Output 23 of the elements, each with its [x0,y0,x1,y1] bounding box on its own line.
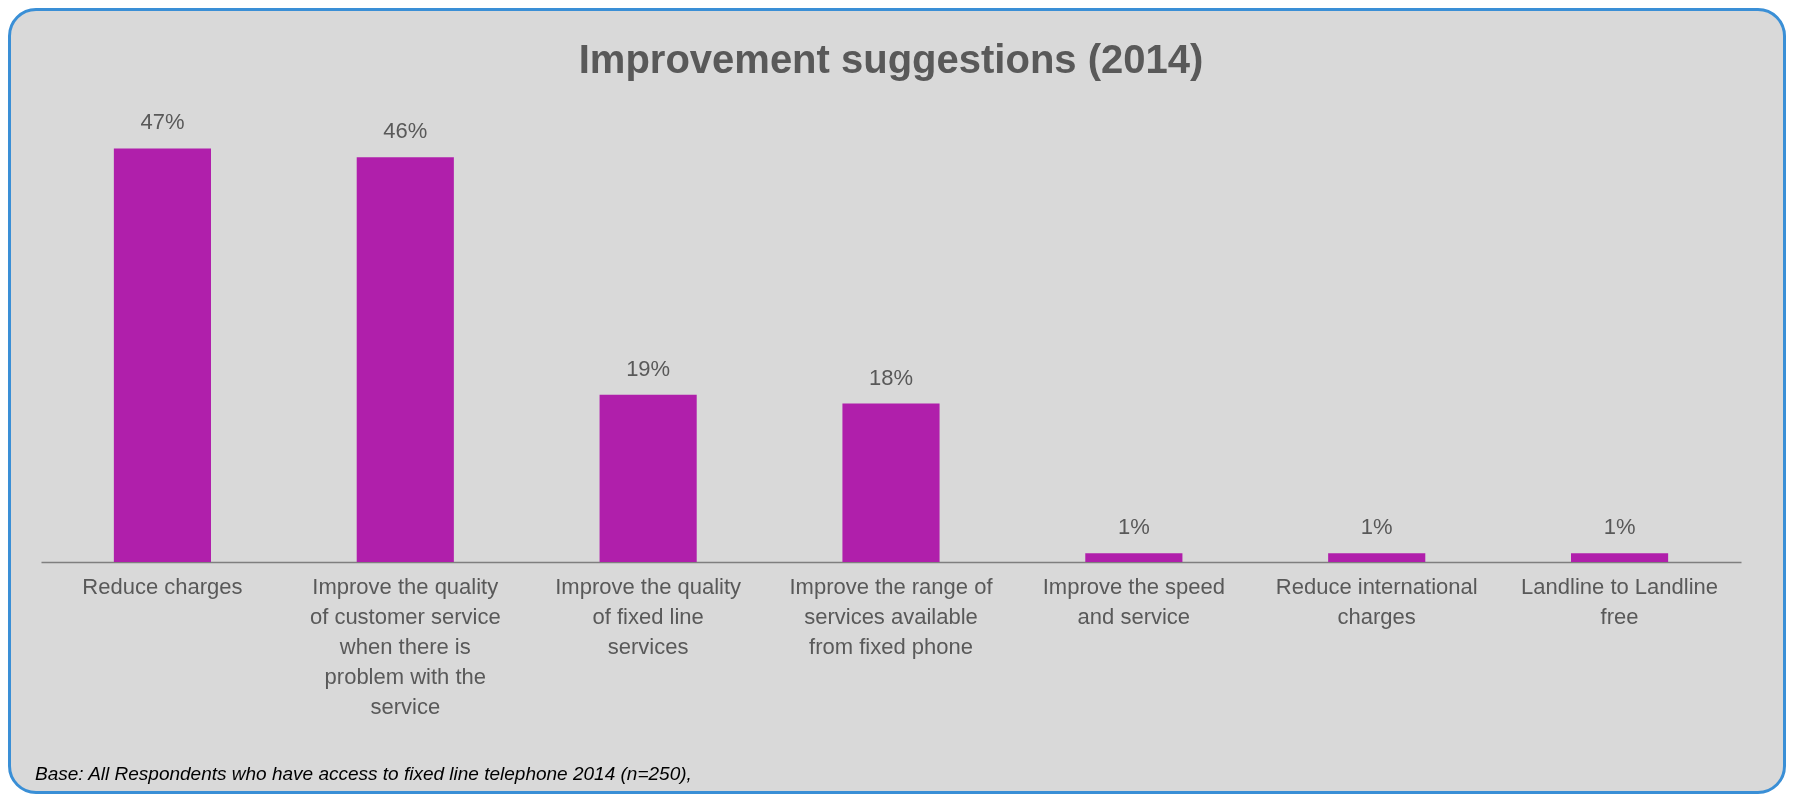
bar [356,157,454,562]
bar [1085,553,1183,562]
x-tick-label: Improve the range of services available from fixed phone [789,573,994,659]
data-label: 47% [140,109,185,135]
bar [842,403,940,562]
bar [1571,553,1669,562]
data-label: 1% [1360,514,1393,540]
chart-title: Improvement suggestions (2014) [578,37,1204,82]
data-label: 1% [1117,514,1150,540]
bar [113,148,211,562]
x-tick-label: Improve the speed and service [1042,573,1225,629]
text: Base: All Respondents who have access to fixed line telephone 2014 (n=250), [35,763,692,785]
x-tick-label: Improve the quality of customer service when there is problem with the service [309,573,501,719]
x-tick-label: Landline to Landline free [1521,573,1719,629]
data-label: 19% [626,355,671,381]
bar [1328,553,1426,562]
data-label: 1% [1603,514,1636,540]
x-tick-label: Reduce charges [82,573,243,599]
data-label: 46% [383,118,428,144]
x-tick-label: Improve the quality of fixed line services [555,573,742,659]
bar [599,394,697,562]
x-tick-label: Reduce international charges [1275,573,1478,629]
data-label: 18% [868,364,914,390]
